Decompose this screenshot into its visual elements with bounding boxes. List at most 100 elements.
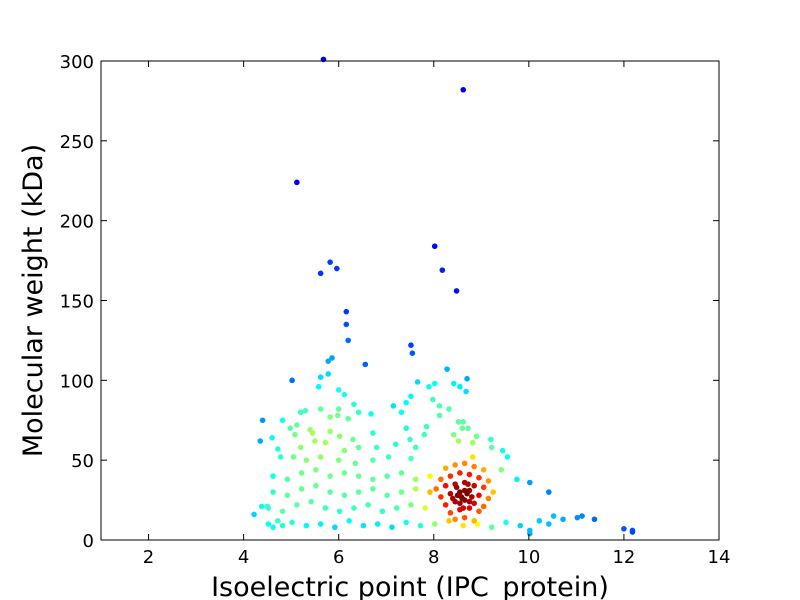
data-point	[302, 407, 309, 414]
data-point	[385, 454, 392, 460]
data-point	[473, 433, 480, 440]
data-point	[259, 417, 266, 424]
data-point	[431, 243, 438, 250]
data-point	[447, 490, 454, 497]
data-point	[621, 526, 627, 532]
data-point	[292, 431, 298, 438]
data-point	[303, 522, 310, 529]
data-point	[390, 403, 397, 409]
y-tick-label: 300	[60, 52, 94, 73]
data-point	[317, 454, 324, 460]
data-point	[365, 502, 371, 508]
plot-frame	[100, 60, 720, 541]
data-point	[629, 527, 636, 534]
data-point	[350, 436, 356, 443]
x-tick-label: 10	[517, 547, 540, 568]
data-point	[335, 457, 342, 463]
data-point	[384, 492, 390, 499]
data-point	[258, 503, 265, 510]
data-point	[457, 489, 463, 495]
data-point	[408, 342, 414, 349]
data-point	[370, 457, 376, 463]
data-point	[370, 486, 376, 492]
data-point	[459, 425, 466, 432]
data-point	[408, 455, 414, 462]
data-point	[317, 406, 324, 412]
y-tick-label: 250	[60, 132, 94, 153]
data-point	[414, 379, 421, 385]
data-point	[465, 425, 471, 432]
data-point	[317, 521, 324, 527]
data-point	[579, 513, 585, 519]
data-point	[490, 489, 496, 495]
data-point	[251, 511, 257, 518]
y-tick-label: 200	[60, 212, 94, 233]
data-point	[327, 489, 333, 495]
data-point	[461, 487, 468, 494]
data-point	[334, 412, 341, 419]
data-point	[393, 505, 400, 511]
data-point	[488, 444, 495, 451]
data-point	[287, 425, 294, 432]
data-point	[442, 465, 449, 471]
data-point	[370, 476, 376, 483]
data-point	[480, 503, 487, 510]
data-point	[279, 508, 286, 515]
data-point	[469, 439, 476, 446]
data-point	[460, 419, 467, 425]
data-point	[485, 478, 492, 484]
data-point	[398, 470, 405, 476]
data-point	[398, 409, 405, 416]
data-point	[270, 524, 276, 531]
data-point	[461, 460, 468, 467]
data-point	[438, 476, 444, 483]
data-point	[458, 494, 465, 500]
x-axis-title: Isoelectric point (IPC_protein)	[211, 572, 609, 600]
data-point	[277, 454, 284, 460]
data-point	[426, 383, 432, 390]
data-point	[403, 519, 409, 526]
data-point	[398, 489, 405, 495]
data-point	[355, 473, 362, 479]
data-point	[438, 494, 444, 500]
axis-ticks: 2 4 6 8 10 12 14 0 50 100 150 200 250 300	[60, 52, 731, 568]
data-point	[384, 473, 390, 479]
data-point	[312, 438, 318, 444]
data-point	[465, 481, 471, 487]
data-point	[352, 460, 359, 467]
data-point	[439, 267, 446, 273]
data-point	[408, 393, 414, 400]
data-point	[341, 447, 348, 454]
data-point	[294, 422, 300, 428]
y-tick-label: 100	[60, 371, 94, 392]
data-point	[466, 471, 473, 478]
x-tick-label: 12	[612, 547, 635, 568]
data-point	[370, 430, 376, 436]
data-point	[412, 486, 419, 492]
data-point	[442, 502, 449, 508]
data-point	[466, 498, 473, 505]
data-point	[403, 399, 409, 406]
data-point	[298, 486, 305, 492]
data-point	[431, 521, 438, 527]
data-point	[289, 519, 295, 526]
data-point	[422, 505, 429, 511]
data-point	[471, 482, 477, 489]
data-point	[279, 417, 286, 424]
data-point	[466, 505, 473, 511]
data-point	[308, 498, 314, 505]
data-point	[461, 514, 468, 521]
data-point	[457, 500, 463, 507]
data-point	[417, 522, 424, 529]
data-point	[275, 518, 281, 524]
data-point	[297, 444, 304, 451]
data-point	[560, 516, 566, 523]
data-point	[290, 454, 297, 460]
data-point	[526, 527, 533, 534]
data-point	[341, 391, 348, 398]
data-point	[362, 361, 369, 368]
data-point	[329, 355, 335, 361]
data-point	[284, 492, 291, 499]
data-point	[327, 428, 333, 435]
